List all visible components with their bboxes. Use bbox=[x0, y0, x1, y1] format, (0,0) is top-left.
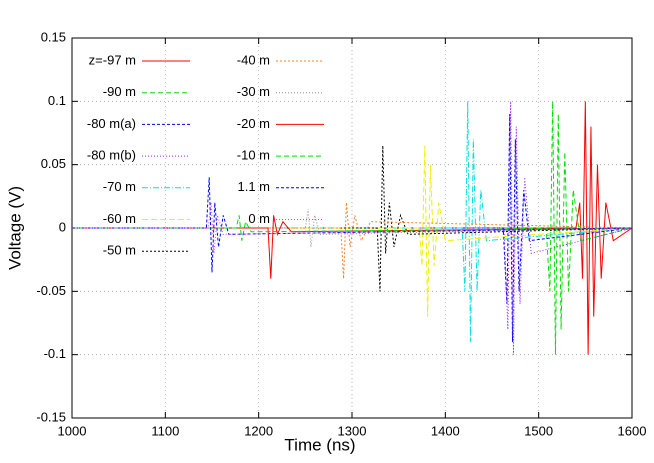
data-line bbox=[72, 101, 633, 355]
x-tick-label: 1300 bbox=[338, 423, 367, 438]
legend-label: -80 m(b) bbox=[87, 148, 136, 163]
legend-label: -20 m bbox=[237, 116, 270, 131]
data-line bbox=[72, 202, 633, 279]
y-tick-label: 0 bbox=[59, 219, 66, 234]
legend-label: 1.1 m bbox=[237, 179, 270, 194]
plot-frame bbox=[71, 37, 633, 419]
y-tick-label: 0.05 bbox=[41, 156, 66, 171]
data-line bbox=[72, 101, 633, 355]
legend-label: z=-97 m bbox=[89, 52, 136, 67]
x-axis-label: Time (ns) bbox=[284, 435, 355, 454]
legend-label: -10 m bbox=[237, 148, 270, 163]
legend-label: -30 m bbox=[237, 84, 270, 99]
x-tick-label: 1600 bbox=[618, 423, 647, 438]
legend-label: -50 m bbox=[103, 243, 136, 258]
y-tick-label: -0.05 bbox=[36, 283, 66, 298]
legend-label: 0 m bbox=[248, 211, 270, 226]
y-axis-label: Voltage (V) bbox=[5, 186, 24, 270]
data-line bbox=[72, 101, 633, 355]
data-line bbox=[72, 101, 633, 343]
data-line bbox=[72, 215, 633, 241]
x-tick-label: 1400 bbox=[431, 423, 460, 438]
y-tick-label: -0.15 bbox=[36, 409, 66, 424]
data-line bbox=[72, 208, 633, 248]
legend-label: -40 m bbox=[237, 52, 270, 67]
data-line bbox=[72, 215, 633, 279]
data-line bbox=[72, 202, 633, 254]
y-tick-label: -0.1 bbox=[44, 346, 66, 361]
x-tick-label: 1100 bbox=[151, 423, 179, 438]
legend-label: -80 m(a) bbox=[87, 116, 136, 131]
x-tick-label: 1200 bbox=[244, 423, 273, 438]
y-tick-label: 0.1 bbox=[48, 93, 66, 108]
x-tick-label: 1000 bbox=[58, 423, 87, 438]
legend-label: -60 m bbox=[103, 211, 136, 226]
data-line bbox=[72, 177, 633, 273]
x-tick-label: 1500 bbox=[524, 423, 553, 438]
data-line bbox=[72, 145, 633, 317]
data-line bbox=[72, 113, 633, 343]
legend-label: -70 m bbox=[103, 179, 136, 194]
y-tick-label: 0.15 bbox=[41, 29, 66, 44]
data-line bbox=[72, 145, 633, 292]
legend-label: -90 m bbox=[103, 84, 136, 99]
